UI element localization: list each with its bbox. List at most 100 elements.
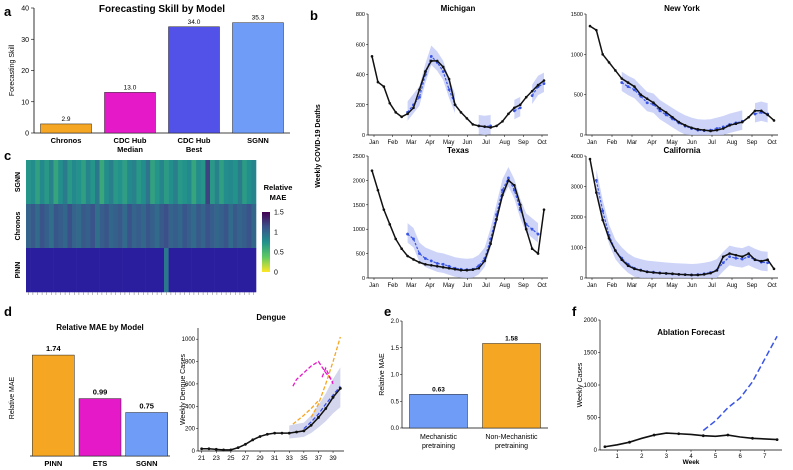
actual-point	[207, 447, 211, 451]
actual-line	[589, 25, 775, 132]
data-label: 35.3	[252, 15, 265, 22]
heatmap-cell	[49, 248, 54, 293]
forecast-point	[633, 88, 636, 92]
x-tick-label: Best	[186, 145, 203, 154]
subplot-title: Michigan	[441, 4, 476, 13]
x-tick-label: Oct	[537, 140, 547, 146]
actual-point	[418, 261, 421, 264]
heatmap-cell	[205, 204, 211, 249]
actual-point	[664, 272, 668, 275]
heatmap-cell	[44, 204, 50, 249]
x-tick-label: Jul	[482, 140, 490, 146]
heatmap-cell	[223, 160, 229, 205]
actual-point	[696, 273, 700, 277]
heatmap-cell	[168, 248, 174, 293]
heatmap-cell	[58, 248, 64, 293]
y-tick-label: 800	[185, 360, 196, 366]
forecast-point	[728, 255, 731, 259]
actual-point	[376, 188, 380, 192]
actual-point	[236, 446, 240, 450]
forecast-point	[418, 95, 421, 99]
y-tick-label: 600	[185, 382, 196, 388]
x-tick-label: Mar	[406, 140, 416, 146]
actual-point	[251, 438, 255, 442]
panel-a-bar-chart: Forecasting Skill by Model 0 10 20 30 40 Forec…	[9, 4, 290, 154]
heatmap-cell	[58, 160, 64, 205]
heatmap-cell	[131, 160, 137, 205]
heatmap-cell	[159, 204, 165, 249]
actual-point	[430, 59, 433, 63]
heatmap-cell	[127, 160, 133, 205]
panel-d-bar-chart: Relative MAE by Model Relative MAE 1.74 PIN…	[9, 323, 170, 468]
y-tick-label: 3000	[571, 185, 583, 191]
actual-point	[302, 429, 306, 433]
x-tick-label: Aug	[499, 140, 510, 146]
y-tick-label: 500	[574, 93, 583, 99]
heatmap-cell	[104, 248, 110, 293]
heatmap-cell	[72, 248, 77, 293]
heatmap-cell	[49, 160, 54, 205]
heatmap-cell	[214, 248, 220, 293]
actual-point	[753, 258, 757, 262]
heatmap-cell	[173, 248, 179, 293]
heatmap-cell	[72, 160, 77, 205]
heatmap-cell	[219, 204, 225, 249]
x-tick-label: 2	[640, 454, 644, 460]
subplot-michigan: Michigan 0 200 400 600 800 Jan Feb Mar Apr May Jun J…	[356, 4, 548, 146]
actual-point	[633, 85, 636, 88]
heatmap-cell	[210, 248, 215, 293]
heatmap-cell	[39, 160, 45, 205]
actual-point	[628, 440, 631, 444]
y-tick-label: 0	[580, 276, 583, 282]
heatmap-cell	[159, 248, 165, 293]
heatmap-cell	[118, 248, 123, 293]
actual-point	[542, 79, 546, 82]
heatmap-cell	[214, 204, 220, 249]
uncertainty-band	[289, 367, 341, 439]
actual-line	[604, 432, 778, 448]
panel-letter-a: a	[4, 4, 12, 19]
actual-point	[702, 273, 706, 276]
actual-point	[595, 191, 598, 194]
heatmap-cell	[182, 204, 188, 249]
data-label: 2.9	[61, 116, 70, 123]
panel-letter-e: e	[384, 304, 391, 319]
actual-point	[734, 253, 738, 257]
actual-point	[518, 103, 522, 107]
uncertainty-band	[514, 96, 521, 120]
actual-point	[645, 270, 649, 274]
x-tick-label: Oct	[767, 283, 777, 289]
x-tick-label: May	[666, 140, 677, 146]
y-tick-label: 2500	[353, 154, 365, 160]
x-tick-label: 27	[242, 455, 250, 462]
heatmap-cell	[26, 160, 31, 205]
actual-point	[287, 431, 291, 435]
forecast-point	[766, 261, 770, 265]
actual-point	[677, 120, 681, 124]
heatmap-cell	[141, 248, 146, 293]
forecast-point	[658, 109, 662, 113]
heatmap-cell	[246, 204, 252, 249]
y-tick-label: 0	[25, 131, 29, 138]
actual-point	[244, 442, 247, 446]
x-tick-label: May	[443, 283, 454, 289]
actual-point	[772, 119, 776, 122]
x-tick-label: Apr	[425, 283, 434, 289]
forecast-point	[423, 257, 427, 260]
y-tick-label: 800	[356, 12, 365, 18]
x-tick-label: Feb	[607, 283, 618, 289]
y-tick-label: 1000	[353, 227, 365, 233]
actual-point	[658, 271, 662, 275]
x-tick-label: 3	[665, 454, 669, 460]
x-tick-label: SGNN	[247, 136, 269, 145]
forecast-point	[747, 255, 751, 259]
actual-point	[394, 111, 398, 114]
actual-point	[412, 106, 415, 110]
actual-point	[671, 115, 674, 119]
y-axis-label: Forecasting Skill	[9, 44, 16, 96]
data-label: 0.75	[139, 402, 154, 411]
actual-point	[721, 127, 725, 130]
actual-point	[658, 107, 662, 110]
forecast-point	[530, 94, 534, 98]
y-tick-label: 0	[580, 133, 583, 139]
